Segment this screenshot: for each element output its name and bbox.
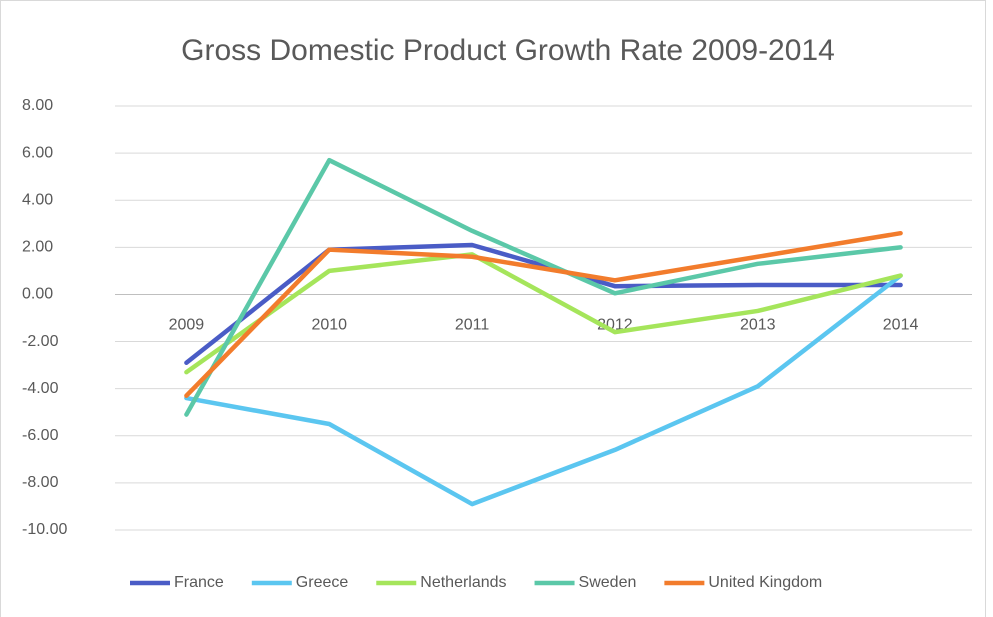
x-tick-label: 2009	[169, 317, 205, 334]
series-line	[184, 242, 903, 366]
y-tick-label: 4.00	[22, 191, 53, 208]
legend-label: France	[174, 574, 224, 591]
y-tick-label: 8.00	[22, 97, 53, 114]
x-tick-label: 2010	[311, 317, 347, 334]
legend-label: United Kingdom	[708, 574, 822, 591]
y-tick-label: -10.00	[22, 521, 67, 538]
y-tick-label: -6.00	[22, 427, 59, 444]
y-tick-label: -8.00	[22, 474, 59, 491]
chart-title: Gross Domestic Product Growth Rate 2009-…	[181, 34, 835, 67]
legend-label: Greece	[296, 574, 349, 591]
x-tick-label: 2014	[883, 317, 919, 334]
y-tick-label: -2.00	[22, 333, 59, 350]
y-tick-label: -4.00	[22, 380, 59, 397]
series-line	[184, 157, 903, 417]
series-line	[184, 230, 903, 398]
legend-label: Sweden	[579, 574, 637, 591]
series-line	[184, 252, 903, 375]
series-line	[184, 273, 903, 507]
legend-label: Netherlands	[420, 574, 506, 591]
x-tick-label: 2011	[455, 317, 490, 334]
x-tick-label: 2013	[740, 317, 776, 334]
y-tick-label: 2.00	[22, 239, 53, 256]
y-tick-label: 0.00	[22, 286, 53, 303]
y-tick-label: 6.00	[22, 144, 53, 161]
